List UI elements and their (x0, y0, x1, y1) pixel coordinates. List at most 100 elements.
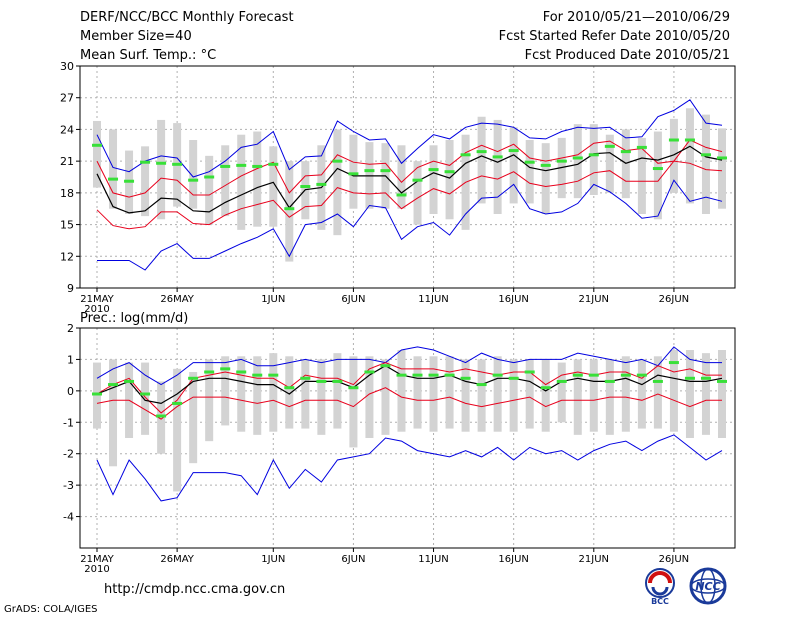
temp-spread-bar (413, 161, 422, 225)
refer-date: Fcst Started Refer Date 2010/05/20 (498, 29, 730, 44)
temp-xtick-label: 1JUN (261, 294, 285, 305)
temp-spread-bar (429, 145, 438, 214)
variable-label: Mean Surf. Temp.: °C (80, 48, 217, 63)
temp-spread-bar (477, 116, 486, 204)
prec-spread-bar (509, 359, 518, 432)
temp-spread-bar (205, 155, 214, 225)
temp-spread-bar (685, 108, 694, 204)
temp-xtick-label: 26MAY (160, 294, 194, 305)
temp-line-mean (96, 145, 723, 214)
temp-spread-bar (653, 131, 662, 220)
prec-spread-bar (701, 353, 710, 435)
prec-spread-bar (477, 359, 486, 432)
ncc-logo-text: NCC (695, 580, 720, 593)
temp-spread-bar (509, 127, 518, 204)
temp-spread-bar (109, 129, 118, 209)
prec-spread-bar (333, 353, 342, 429)
prec-spread-bar (493, 356, 502, 432)
prec-ytick-label: -3 (63, 479, 74, 492)
prec-spread-bar (445, 356, 454, 429)
temp-ytick-label: 15 (60, 219, 74, 232)
prec-spread-bar (573, 359, 582, 435)
prec-spread-bar (365, 356, 374, 438)
temp-spread-bar (493, 119, 502, 214)
prec-spread-bar (413, 356, 422, 429)
temp-spread-bar (253, 131, 262, 227)
prec-spread-bar (718, 350, 726, 438)
prec-spread-bar (557, 362, 566, 423)
prec-ytick-label: -2 (63, 448, 74, 461)
temp-spread-bar (669, 118, 678, 193)
temp-spread-bar (285, 161, 294, 262)
temp-spread-bar (349, 134, 358, 209)
temp-spread-bar (93, 120, 101, 188)
temp-ytick-label: 24 (60, 123, 74, 136)
temp-spread-bar (541, 143, 550, 214)
temp-xtick-year: 2010 (84, 304, 109, 315)
temp-spread-bar (397, 145, 406, 209)
prec-xtick-year: 2010 (84, 564, 109, 575)
temp-ytick-label: 18 (60, 187, 74, 200)
prec-spread-bar (349, 356, 358, 448)
temp-spread-bar (701, 114, 710, 214)
prec-spread-bar (685, 350, 694, 438)
prec-ytick-label: 2 (67, 322, 74, 335)
temp-spread-bar (525, 140, 534, 204)
prec-spread-bar (669, 350, 678, 432)
prec-spread-bar (301, 359, 310, 429)
prec-spread-bar (653, 356, 662, 429)
prec-spread-bar (589, 359, 598, 432)
prec-plot-frame (79, 327, 736, 549)
prec-xtick-label: 1JUN (261, 554, 285, 565)
prec-xtick-label: 21MAY (80, 554, 114, 565)
grads-credit: GrADS: COLA/IGES (4, 604, 98, 615)
chart-title: DERF/NCC/BCC Monthly Forecast (80, 10, 294, 25)
prec-spread-bar (317, 359, 326, 435)
prec-spread-bar (541, 359, 550, 432)
prec-spread-bar (205, 359, 214, 442)
member-size: Member Size=40 (80, 29, 192, 44)
prec-spread-bar (621, 356, 630, 432)
temp-spread-bar (445, 140, 454, 220)
prec-line-max-member (96, 346, 722, 386)
prec-line-min-member (96, 434, 723, 502)
temp-spread-bar (189, 140, 198, 209)
header-right: For 2010/05/21—2010/06/29 Fcst Started R… (499, 10, 730, 67)
prec-xtick-label: 16JUN (498, 554, 528, 565)
prec-xtick-label: 26MAY (160, 554, 194, 565)
prec-xtick-label: 6JUN (341, 554, 365, 565)
temp-ytick-label: 9 (67, 282, 74, 295)
temp-xtick-label: 21JUN (579, 294, 609, 305)
prec-ytick-label: 0 (67, 385, 74, 398)
prec-spread-bar (637, 359, 646, 429)
temp-spread-bar (605, 134, 614, 193)
header-left: DERF/NCC/BCC Monthly Forecast Member Siz… (80, 10, 294, 67)
temp-line-upper (96, 139, 723, 198)
prec-xtick-label: 21JUN (579, 554, 609, 565)
temp-xtick-label: 21MAY (80, 294, 114, 305)
prec-spread-bar (189, 372, 198, 464)
prec-spread-bar (285, 356, 294, 429)
prec-spread-bar (269, 353, 278, 432)
temp-plot-frame (79, 65, 736, 289)
bcc-logo-icon: BCC (645, 568, 675, 606)
prec-panel-title: Prec.: log(mm/d) (80, 311, 188, 326)
prec-spread-bar (173, 368, 182, 492)
temp-spread-bar (573, 124, 582, 199)
temp-spread-bar (221, 145, 230, 217)
temp-xtick-label: 6JUN (341, 294, 365, 305)
temp-spread-bar (141, 146, 150, 217)
temp-spread-bar (269, 146, 278, 227)
prec-xtick-label: 11JUN (418, 554, 448, 565)
ncc-logo-icon: NCC (689, 567, 727, 605)
temp-spread-bar (157, 119, 166, 220)
prec-spread-bar (93, 362, 101, 429)
temp-line-min-member (97, 179, 723, 271)
temp-spread-bar (718, 128, 726, 209)
prec-spread-bar (221, 356, 230, 426)
prec-spread-bar (109, 359, 118, 467)
prec-line-mean (96, 365, 723, 405)
prec-line-upper (96, 362, 722, 414)
temp-ytick-label: 21 (60, 155, 74, 168)
